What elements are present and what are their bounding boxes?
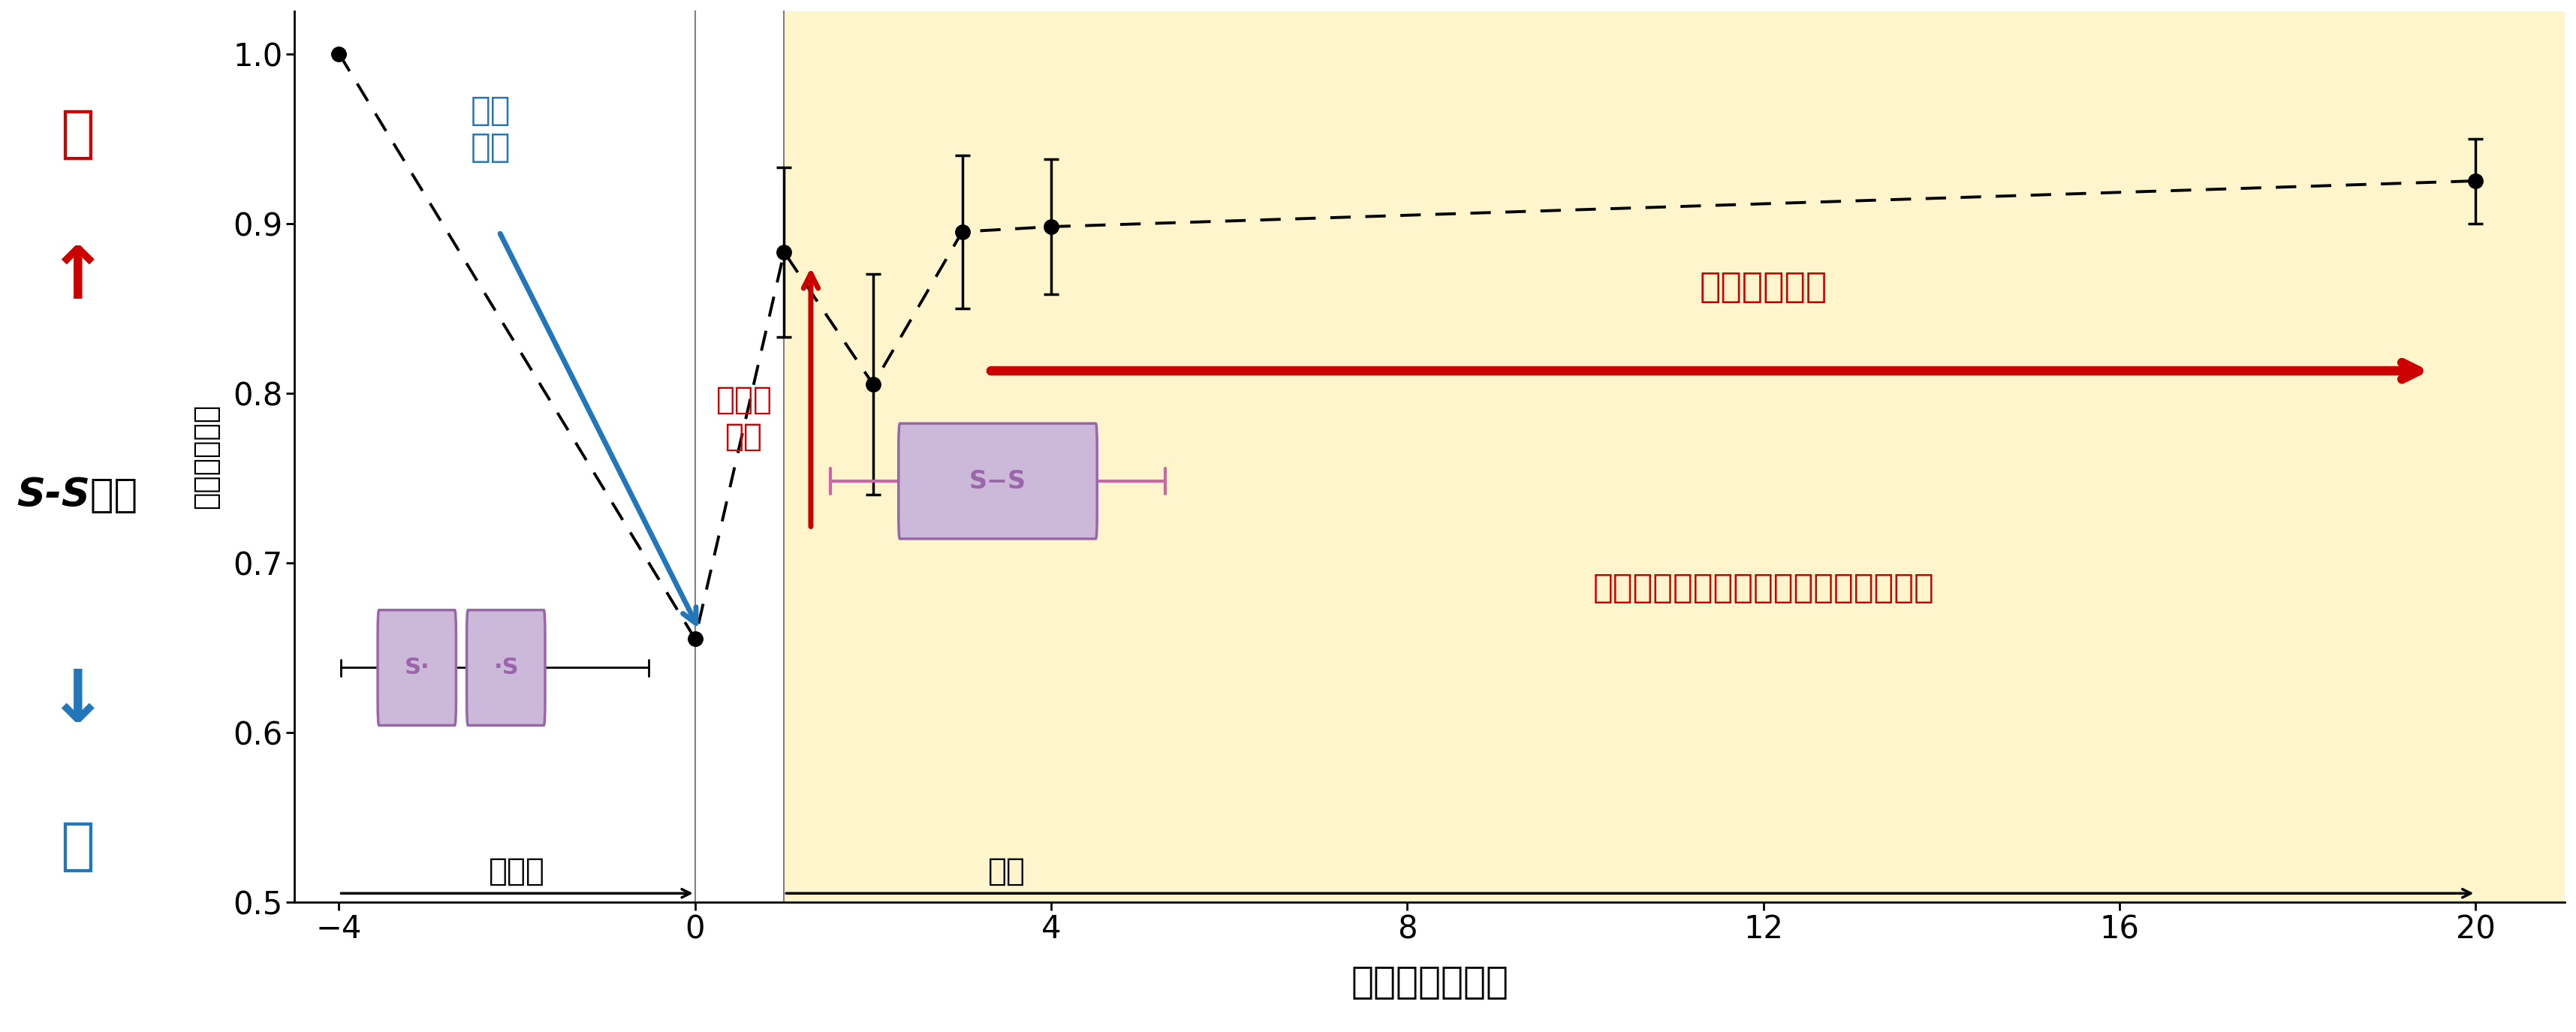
Text: 結合
切断: 結合 切断 <box>471 94 510 164</box>
Text: S−S: S−S <box>969 469 1025 493</box>
Text: ↓: ↓ <box>46 667 108 737</box>
Y-axis label: 相対信号強度: 相対信号強度 <box>191 404 219 509</box>
Text: S-S結合: S-S結合 <box>18 476 137 515</box>
Text: 増加：切断された結合の再結合が進行: 増加：切断された結合の再結合が進行 <box>1592 572 1935 604</box>
Text: 多: 多 <box>59 106 95 162</box>
FancyBboxPatch shape <box>466 610 546 725</box>
Text: ·S: ·S <box>495 656 518 679</box>
X-axis label: 時間経過（時）: 時間経過（時） <box>1350 964 1510 1000</box>
FancyBboxPatch shape <box>899 423 1097 539</box>
Text: 急激に
増加: 急激に 増加 <box>716 384 773 452</box>
Text: 静置: 静置 <box>989 856 1025 888</box>
Text: 緩やかに増加: 緩やかに増加 <box>1700 271 1826 304</box>
Text: ↑: ↑ <box>46 244 108 314</box>
Text: 少: 少 <box>59 818 95 874</box>
FancyBboxPatch shape <box>379 610 456 725</box>
Text: S·: S· <box>404 656 430 679</box>
Bar <box>783 11 2566 902</box>
Text: 太陽光: 太陽光 <box>489 856 546 888</box>
